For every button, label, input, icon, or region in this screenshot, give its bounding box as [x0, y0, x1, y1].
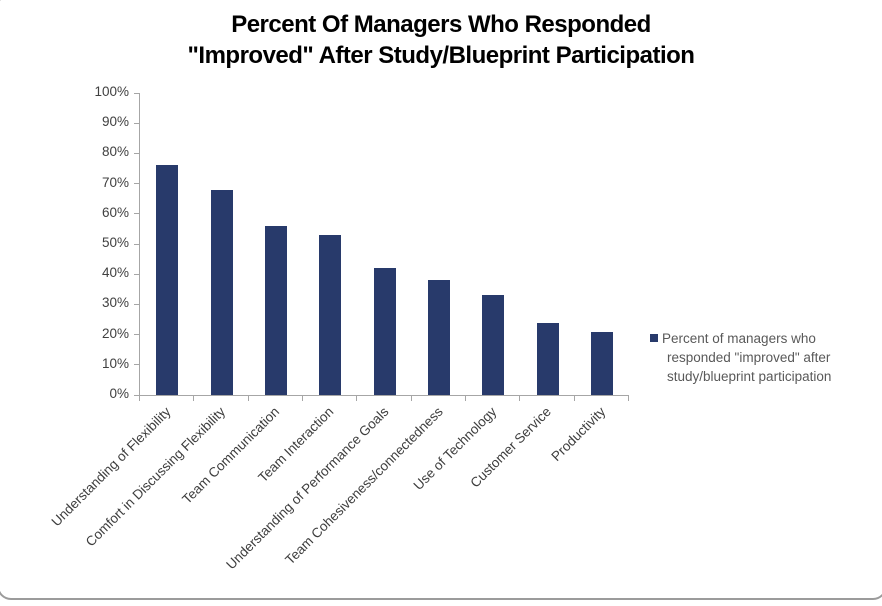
bar-comfort-in-discussing-flexibility	[210, 189, 233, 395]
x-axis-tick-mark	[302, 396, 303, 401]
x-axis-tick-mark	[356, 396, 358, 401]
legend-label-line-2: responded "improved" after	[667, 350, 831, 366]
y-axis-tick-label-0: 0%	[109, 386, 129, 401]
chart-title-line-2: "Improved" After Study/Blueprint Partici…	[187, 41, 695, 69]
y-axis-tick-mark	[134, 394, 139, 396]
x-axis-tick-mark	[628, 396, 629, 401]
legend: Percent of managers who responded "impro…	[650, 329, 872, 386]
y-axis-tick-mark	[134, 122, 139, 124]
y-axis-tick-mark	[134, 213, 139, 215]
y-axis-tick-mark	[134, 92, 139, 94]
y-axis-tick-mark	[134, 273, 139, 275]
x-axis-label-productivity: Productivity	[548, 404, 609, 464]
y-axis-tick-mark	[134, 303, 139, 305]
y-axis-tick-label-70: 70%	[101, 174, 129, 190]
legend-label: Percent of managers who responded "impro…	[662, 329, 831, 386]
bar-team-cohesiveness-connectedness	[427, 280, 450, 395]
y-axis-tick-label-50: 50%	[101, 235, 129, 250]
bar-understanding-of-flexibility	[156, 165, 179, 395]
x-axis-tick-mark	[247, 396, 249, 401]
y-axis-tick-mark	[134, 152, 139, 154]
y-axis-tick-label-60: 60%	[101, 204, 129, 220]
x-axis-tick-mark	[519, 396, 521, 401]
y-axis-tick-mark	[134, 243, 139, 245]
legend-label-line-3: study/blueprint participation	[667, 369, 832, 385]
legend-label-line-1: Percent of managers who	[662, 331, 816, 346]
chart-title-line-1: Percent Of Managers Who Responded	[231, 11, 651, 38]
x-axis-tick-mark	[410, 396, 412, 401]
y-axis-tick-label-10: 10%	[101, 355, 129, 371]
y-axis-tick-label-30: 30%	[101, 295, 129, 311]
bar-customer-service	[536, 322, 559, 395]
y-axis-tick-label-20: 20%	[101, 325, 129, 341]
x-axis-tick-mark	[193, 396, 195, 401]
y-axis-tick-label-90: 90%	[101, 114, 129, 130]
bar-team-interaction	[319, 234, 342, 395]
y-axis-tick-mark	[134, 183, 139, 185]
bar-use-of-technology	[482, 295, 505, 395]
x-axis-tick-mark	[573, 396, 575, 401]
bar-team-communication	[264, 225, 287, 395]
x-axis-tick-mark	[139, 396, 140, 401]
plot-area	[139, 93, 629, 396]
y-axis-tick-label-100: 100%	[94, 84, 129, 99]
chart-title: Percent Of Managers Who Responded "Impro…	[0, 10, 882, 71]
y-axis-tick-mark	[134, 364, 139, 366]
y-axis-tick-label-40: 40%	[101, 265, 129, 281]
bar-understanding-of-performance-goals	[373, 268, 396, 395]
bar-productivity	[590, 331, 613, 395]
legend-marker-icon	[650, 334, 658, 342]
y-axis-tick-mark	[134, 334, 139, 336]
x-axis-tick-mark	[465, 396, 466, 401]
x-axis-label-team-communication: Team Communication	[179, 404, 283, 507]
y-axis-tick-label-80: 80%	[101, 144, 129, 160]
